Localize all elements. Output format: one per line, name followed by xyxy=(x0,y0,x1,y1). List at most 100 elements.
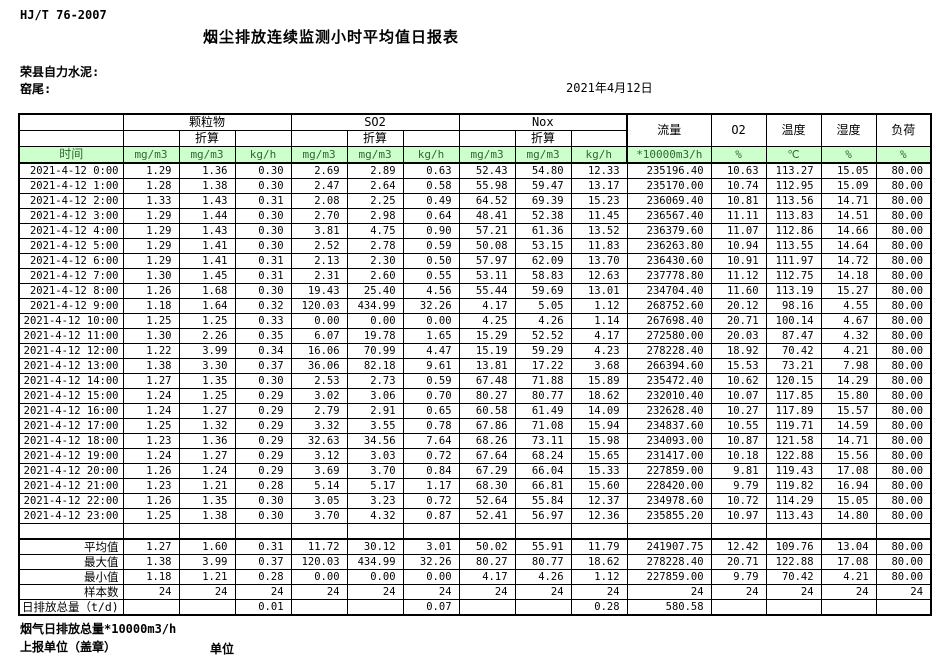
value-cell: 34.56 xyxy=(346,433,404,449)
summary-value-cell: 120.03 xyxy=(290,554,348,570)
value-cell: 232628.40 xyxy=(626,403,712,419)
summary-value-cell: 0.28 xyxy=(570,599,628,616)
summary-value-cell: 24 xyxy=(820,584,877,600)
time-cell: 2021-4-12 4:00 xyxy=(18,223,124,239)
value-cell: 55.98 xyxy=(458,178,516,194)
summary-value-cell: 32.26 xyxy=(402,554,460,570)
value-cell: 3.05 xyxy=(290,493,348,509)
summary-value-cell: 0.01 xyxy=(234,599,292,616)
value-cell: 1.22 xyxy=(122,343,180,359)
report-table: 颗粒物 SO2 Nox 流量 O2 温度 湿度 负荷 折算 折算 折算 时间 mg/m3 mg/m3 kg/… xyxy=(18,113,933,616)
value-cell: 59.69 xyxy=(514,283,572,299)
group-header-2: SO2 xyxy=(290,113,460,131)
value-cell: 80.00 xyxy=(875,313,932,329)
blank-cell xyxy=(710,523,767,540)
value-cell: 53.15 xyxy=(514,238,572,254)
value-cell: 0.28 xyxy=(234,478,292,494)
value-cell: 4.17 xyxy=(570,328,628,344)
value-cell: 0.64 xyxy=(402,208,460,224)
value-cell: 1.24 xyxy=(122,448,180,464)
value-cell: 113.27 xyxy=(765,162,822,179)
value-cell: 71.88 xyxy=(514,373,572,389)
value-cell: 14.72 xyxy=(820,253,877,269)
value-cell: 16.06 xyxy=(290,343,348,359)
value-cell: 80.00 xyxy=(875,268,932,284)
value-cell: 2.13 xyxy=(290,253,348,269)
unit-header-1: mg/m3 xyxy=(122,146,180,164)
summary-value-cell: 227859.00 xyxy=(626,569,712,585)
value-cell: 2.98 xyxy=(346,208,404,224)
value-cell: 1.29 xyxy=(122,238,180,254)
value-cell: 10.97 xyxy=(710,508,767,524)
unit-header-4: mg/m3 xyxy=(290,146,348,164)
value-cell: 67.86 xyxy=(458,418,516,434)
summary-value-cell: 9.79 xyxy=(710,569,767,585)
value-cell: 57.21 xyxy=(458,223,516,239)
table-row: 2021-4-12 14:00 1.27 1.35 0.30 2.53 2.73 0.59 6… xyxy=(18,373,932,389)
value-cell: 55.84 xyxy=(514,493,572,509)
value-cell: 80.00 xyxy=(875,373,932,389)
value-cell: 13.70 xyxy=(570,253,628,269)
value-cell: 237778.80 xyxy=(626,268,712,284)
summary-value-cell xyxy=(875,599,932,616)
value-cell: 16.94 xyxy=(820,478,877,494)
value-cell: 3.23 xyxy=(346,493,404,509)
value-cell: 5.17 xyxy=(346,478,404,494)
value-cell: 3.99 xyxy=(178,343,236,359)
value-cell: 120.15 xyxy=(765,373,822,389)
value-cell: 234978.60 xyxy=(626,493,712,509)
value-cell: 10.81 xyxy=(710,193,767,209)
value-cell: 14.51 xyxy=(820,208,877,224)
value-cell: 4.23 xyxy=(570,343,628,359)
value-cell: 1.29 xyxy=(122,162,180,179)
value-cell: 80.00 xyxy=(875,162,932,179)
value-cell: 10.94 xyxy=(710,238,767,254)
table-row: 2021-4-12 1:00 1.28 1.38 0.30 2.47 2.64 0.58 55… xyxy=(18,178,932,194)
time-cell: 2021-4-12 18:00 xyxy=(18,433,124,449)
summary-value-cell: 80.00 xyxy=(875,554,932,570)
summary-value-cell: 11.72 xyxy=(290,538,348,555)
value-cell: 1.25 xyxy=(178,388,236,404)
value-cell: 235170.00 xyxy=(626,178,712,194)
value-cell: 25.40 xyxy=(346,283,404,299)
summary-value-cell xyxy=(122,599,180,616)
value-cell: 236567.40 xyxy=(626,208,712,224)
table-row: 2021-4-12 10:00 1.25 1.25 0.33 0.00 0.00 0.00 4… xyxy=(18,313,932,329)
value-cell: 1.44 xyxy=(178,208,236,224)
value-cell: 3.12 xyxy=(290,448,348,464)
table-row: 2021-4-12 18:00 1.23 1.36 0.29 32.63 34.56 7.6… xyxy=(18,433,932,449)
value-cell: 119.82 xyxy=(765,478,822,494)
value-cell: 3.06 xyxy=(346,388,404,404)
value-cell: 80.00 xyxy=(875,403,932,419)
value-cell: 15.27 xyxy=(820,283,877,299)
summary-label: 日排放总量（t/d) xyxy=(18,599,124,616)
value-cell: 0.78 xyxy=(402,418,460,434)
value-cell: 112.86 xyxy=(765,223,822,239)
value-cell: 52.64 xyxy=(458,493,516,509)
summary-value-cell: 24 xyxy=(122,584,180,600)
value-cell: 1.38 xyxy=(178,508,236,524)
summary-value-cell xyxy=(178,599,236,616)
time-cell: 2021-4-12 22:00 xyxy=(18,493,124,509)
value-cell: 2.89 xyxy=(346,162,404,179)
value-cell: 0.29 xyxy=(234,463,292,479)
value-cell: 80.00 xyxy=(875,193,932,209)
value-cell: 80.27 xyxy=(458,388,516,404)
summary-value-cell: 1.12 xyxy=(570,569,628,585)
value-cell: 11.60 xyxy=(710,283,767,299)
value-cell: 236263.80 xyxy=(626,238,712,254)
value-cell: 2.91 xyxy=(346,403,404,419)
value-cell: 15.29 xyxy=(458,328,516,344)
value-cell: 15.60 xyxy=(570,478,628,494)
value-cell: 112.75 xyxy=(765,268,822,284)
summary-value-cell: 24 xyxy=(290,584,348,600)
summary-row: 样本数 24 24 24 24 24 24 24 24 24 24 24 24 24 24 xyxy=(18,584,932,600)
value-cell: 228420.00 xyxy=(626,478,712,494)
value-cell: 6.07 xyxy=(290,328,348,344)
value-cell: 18.62 xyxy=(570,388,628,404)
converted-header-1: 折算 xyxy=(178,130,236,147)
value-cell: 1.41 xyxy=(178,253,236,269)
value-cell: 1.45 xyxy=(178,268,236,284)
single-header-4: 湿度 xyxy=(820,113,877,147)
summary-value-cell: 1.60 xyxy=(178,538,236,555)
